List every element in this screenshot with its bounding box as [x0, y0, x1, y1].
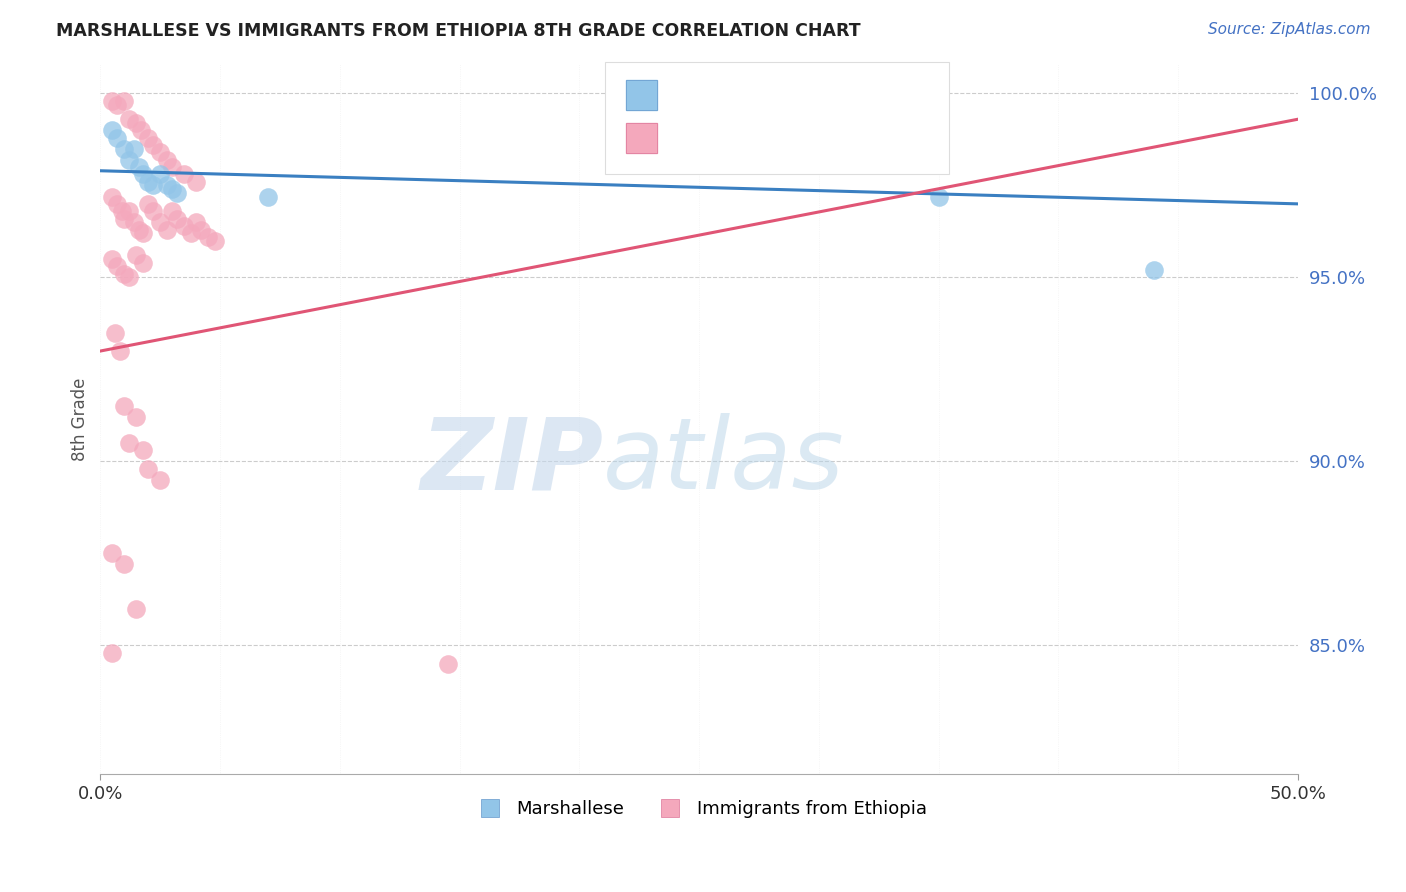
Point [156, 222, 179, 236]
Point [166, 211, 188, 226]
Point [125, 601, 148, 615]
Point [101, 646, 124, 660]
Point [125, 248, 148, 262]
Point [104, 326, 127, 340]
Point [101, 252, 124, 266]
Point [101, 123, 124, 137]
Point [142, 138, 165, 153]
Point [180, 227, 202, 241]
Point [122, 142, 145, 156]
Point [149, 168, 172, 182]
Point [257, 189, 280, 203]
Point [156, 153, 179, 167]
Point [149, 473, 172, 487]
Point [160, 204, 183, 219]
Point [128, 222, 150, 236]
Point [118, 270, 141, 285]
Point [173, 219, 195, 233]
Point [112, 267, 135, 281]
Point [111, 204, 134, 219]
Point [132, 168, 155, 182]
Point [118, 436, 141, 450]
Point [149, 145, 172, 160]
Point [132, 256, 155, 270]
Text: R =  0.361   N = 53: R = 0.361 N = 53 [668, 126, 875, 144]
Point [160, 160, 183, 174]
Point [149, 215, 172, 229]
Point [112, 558, 135, 572]
Point [156, 178, 179, 193]
Point [108, 344, 131, 359]
Y-axis label: 8th Grade: 8th Grade [72, 377, 89, 461]
Point [118, 112, 141, 127]
Point [436, 657, 458, 671]
Point [204, 234, 226, 248]
Point [101, 189, 124, 203]
Point [136, 197, 159, 211]
Point [160, 182, 183, 196]
Point [122, 215, 145, 229]
Point [166, 186, 188, 200]
Point [186, 175, 208, 189]
Text: ZIP: ZIP [420, 413, 603, 510]
Point [142, 204, 165, 219]
Point [118, 153, 141, 167]
Point [142, 178, 165, 193]
Point [112, 211, 135, 226]
Point [118, 204, 141, 219]
Point [105, 97, 128, 112]
Point [101, 94, 124, 108]
Point [105, 130, 128, 145]
Point [105, 260, 128, 274]
Point [112, 142, 135, 156]
Point [125, 116, 148, 130]
Point [112, 94, 135, 108]
Point [101, 546, 124, 560]
Text: atlas: atlas [603, 413, 845, 510]
Text: R = -0.137   N = 16: R = -0.137 N = 16 [668, 83, 875, 101]
Point [136, 175, 159, 189]
Legend: Marshallese, Immigrants from Ethiopia: Marshallese, Immigrants from Ethiopia [464, 793, 934, 825]
Point [197, 230, 219, 244]
Point [190, 222, 212, 236]
Point [125, 410, 148, 425]
Point [132, 227, 155, 241]
Point [132, 443, 155, 458]
Point [136, 462, 159, 476]
Point [112, 399, 135, 413]
Point [128, 160, 150, 174]
Point [105, 197, 128, 211]
Text: Source: ZipAtlas.com: Source: ZipAtlas.com [1208, 22, 1371, 37]
Point [129, 123, 152, 137]
Text: MARSHALLESE VS IMMIGRANTS FROM ETHIOPIA 8TH GRADE CORRELATION CHART: MARSHALLESE VS IMMIGRANTS FROM ETHIOPIA … [56, 22, 860, 40]
Point [136, 130, 159, 145]
Point [928, 189, 950, 203]
Point [173, 168, 195, 182]
Point [1143, 263, 1166, 277]
Point [186, 215, 208, 229]
